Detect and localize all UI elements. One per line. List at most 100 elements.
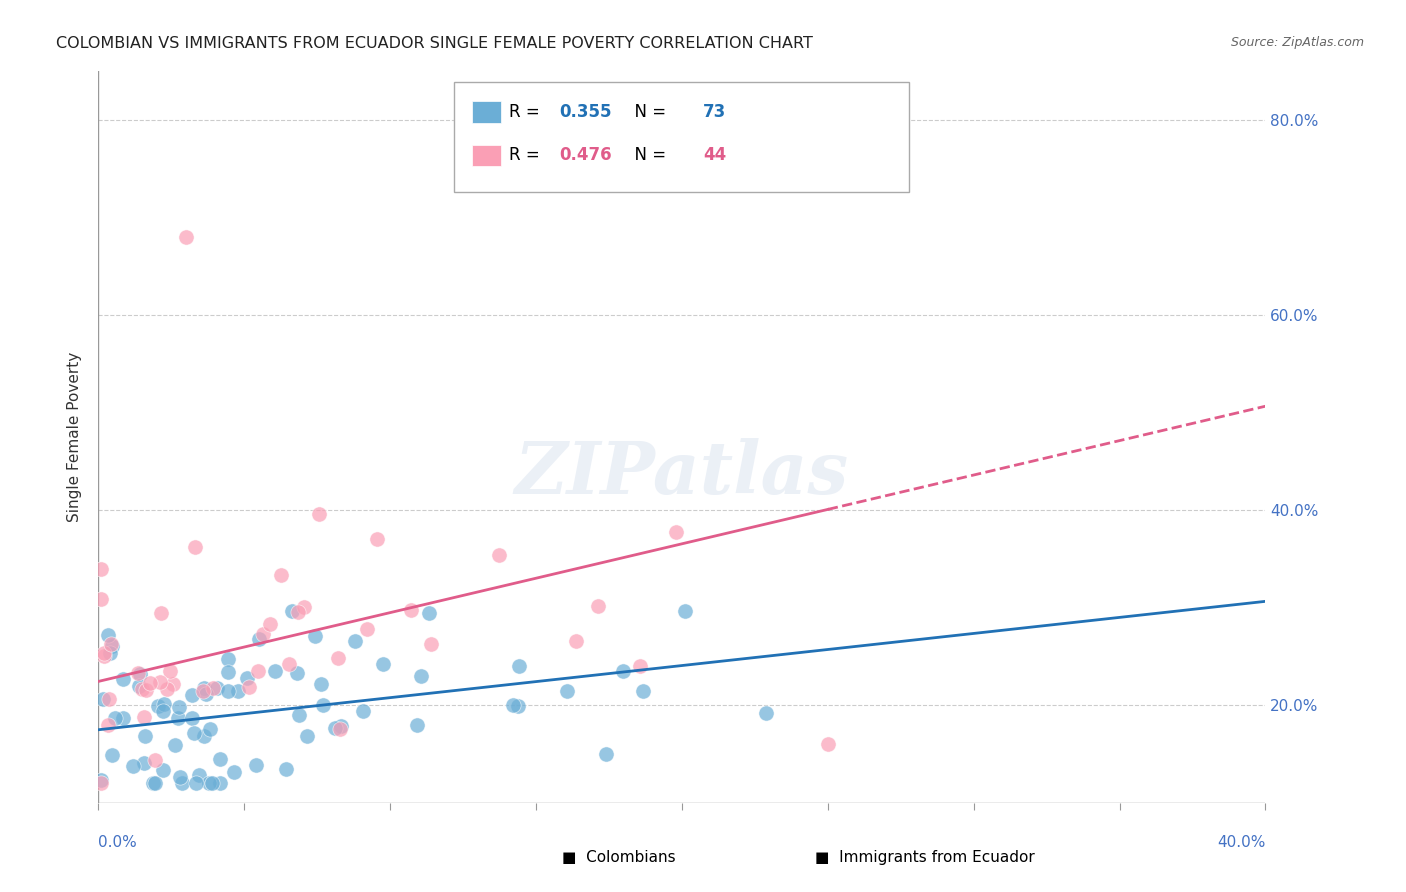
Immigrants from Ecuador (156, 681, 179, 696)
Colombians (97, 627, 120, 641)
Colombians (323, 722, 346, 736)
Colombians (101, 639, 124, 653)
Immigrants from Ecuador (328, 651, 350, 665)
Colombians (184, 776, 207, 790)
Colombians (153, 697, 176, 711)
Colombians (288, 708, 311, 723)
Colombians (673, 604, 696, 618)
Colombians (263, 665, 285, 679)
Immigrants from Ecuador (278, 657, 301, 671)
Colombians (631, 684, 654, 698)
Colombians (142, 776, 165, 790)
Colombians (274, 762, 297, 776)
Colombians (595, 747, 617, 762)
Colombians (169, 700, 191, 714)
Text: N =: N = (624, 103, 671, 120)
Colombians (555, 684, 578, 698)
FancyBboxPatch shape (454, 82, 910, 192)
Colombians (169, 770, 191, 784)
Immigrants from Ecuador (246, 664, 269, 678)
Colombians (295, 729, 318, 743)
Immigrants from Ecuador (586, 599, 609, 614)
Immigrants from Ecuador (201, 681, 224, 695)
Immigrants from Ecuador (308, 508, 330, 522)
Colombians (217, 652, 239, 666)
Immigrants from Ecuador (162, 677, 184, 691)
Immigrants from Ecuador (159, 664, 181, 678)
Text: N =: N = (624, 146, 671, 164)
Immigrants from Ecuador (90, 592, 112, 607)
Immigrants from Ecuador (139, 675, 162, 690)
Colombians (502, 698, 524, 713)
Colombians (309, 677, 332, 691)
Immigrants from Ecuador (149, 675, 172, 690)
Immigrants from Ecuador (143, 753, 166, 767)
Colombians (281, 604, 304, 618)
Immigrants from Ecuador (184, 540, 207, 554)
Colombians (247, 632, 270, 647)
Immigrants from Ecuador (356, 622, 378, 636)
Colombians (100, 748, 122, 763)
Colombians (222, 765, 245, 780)
Text: 0.0%: 0.0% (98, 836, 138, 850)
Bar (472, 145, 501, 167)
Text: 0.476: 0.476 (560, 146, 612, 164)
Immigrants from Ecuador (665, 524, 688, 539)
Immigrants from Ecuador (292, 600, 315, 615)
Colombians (373, 657, 395, 672)
Immigrants from Ecuador (287, 605, 309, 619)
Text: 0.355: 0.355 (560, 103, 612, 120)
Colombians (208, 776, 231, 790)
Immigrants from Ecuador (93, 648, 115, 663)
Immigrants from Ecuador (93, 646, 115, 660)
Colombians (146, 699, 169, 714)
Colombians (245, 758, 267, 772)
Colombians (193, 729, 215, 743)
Immigrants from Ecuador (90, 562, 112, 576)
Immigrants from Ecuador (132, 710, 155, 724)
Colombians (122, 759, 145, 773)
Text: 44: 44 (703, 146, 725, 164)
Colombians (152, 704, 174, 718)
Immigrants from Ecuador (90, 776, 112, 790)
Colombians (104, 711, 127, 725)
Colombians (195, 687, 218, 701)
Colombians (111, 672, 134, 686)
Text: Source: ZipAtlas.com: Source: ZipAtlas.com (1230, 36, 1364, 49)
Colombians (172, 776, 194, 790)
Colombians (304, 629, 326, 643)
Immigrants from Ecuador (565, 633, 588, 648)
Colombians (205, 681, 228, 696)
Colombians (193, 681, 215, 695)
Text: ■  Colombians: ■ Colombians (562, 850, 676, 865)
Colombians (198, 776, 221, 790)
Colombians (112, 711, 135, 725)
Immigrants from Ecuador (131, 681, 153, 696)
Colombians (218, 665, 240, 679)
Colombians (612, 665, 634, 679)
Text: R =: R = (509, 146, 546, 164)
Colombians (167, 711, 190, 725)
Immigrants from Ecuador (366, 532, 388, 546)
Colombians (352, 704, 374, 718)
Colombians (755, 706, 778, 720)
Text: R =: R = (509, 103, 546, 120)
Immigrants from Ecuador (259, 616, 281, 631)
Colombians (90, 773, 112, 788)
Colombians (163, 738, 186, 752)
Colombians (181, 688, 204, 702)
Immigrants from Ecuador (329, 723, 352, 737)
Colombians (209, 752, 232, 766)
Colombians (287, 665, 309, 680)
Immigrants from Ecuador (817, 737, 839, 751)
Colombians (226, 684, 249, 698)
Colombians (129, 667, 152, 681)
Colombians (128, 680, 150, 694)
Colombians (200, 722, 222, 736)
Text: 73: 73 (703, 103, 725, 120)
Immigrants from Ecuador (127, 665, 149, 680)
Colombians (330, 719, 353, 733)
Colombians (508, 658, 530, 673)
Colombians (98, 646, 121, 660)
Immigrants from Ecuador (419, 637, 441, 651)
